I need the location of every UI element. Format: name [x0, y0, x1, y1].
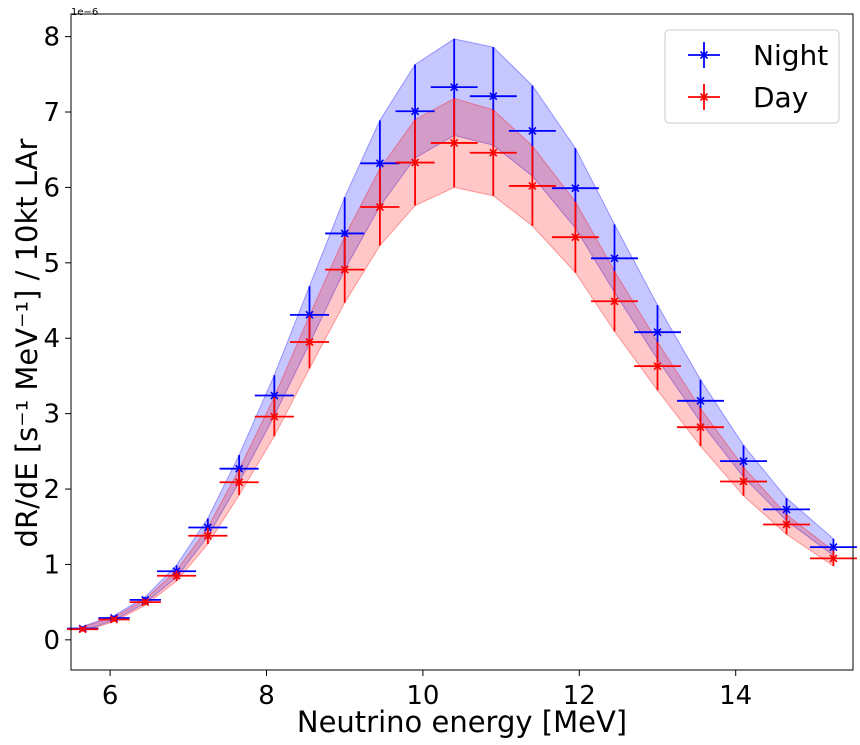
x-marker: [829, 554, 838, 563]
y-tick-label: 2: [43, 475, 60, 505]
x-marker: [653, 328, 662, 337]
x-marker: [340, 229, 349, 238]
x-marker: [109, 615, 119, 624]
y-tick-label: 1: [43, 550, 60, 580]
x-marker: [528, 126, 537, 135]
y-tick-label: 5: [43, 249, 60, 279]
legend-frame: [664, 29, 840, 124]
band-day: [82, 97, 834, 633]
legend: Night Day: [664, 29, 840, 124]
point-day-12: [469, 109, 517, 196]
y-tick-label: 6: [43, 173, 60, 203]
x-marker: [203, 531, 212, 540]
x-marker: [696, 396, 705, 405]
legend-label-day: Day: [753, 81, 808, 114]
x-marker: [571, 233, 580, 242]
point-day-18: [720, 467, 767, 496]
y-axis-label: dR/dE [s⁻¹ MeV⁻¹] / 10kt LAr: [10, 138, 44, 547]
legend-entry-night: Night: [688, 39, 828, 72]
x-marker: [489, 92, 498, 101]
x-marker: [235, 478, 244, 487]
x-marker: [78, 625, 87, 634]
point-night-5: [219, 455, 259, 483]
x-marker: [411, 158, 420, 167]
x-marker: [235, 464, 244, 473]
point-day-13: [508, 145, 556, 226]
legend-x-marker: [699, 92, 709, 102]
point-day-8: [325, 236, 365, 303]
x-marker: [528, 181, 537, 190]
y-axis-offset-text: 1e−6: [71, 7, 98, 18]
point-day-4: [188, 527, 228, 545]
x-marker: [411, 107, 420, 116]
point-day-3: [157, 570, 197, 582]
x-marker: [141, 598, 150, 607]
point-day-9: [360, 168, 400, 246]
x-marker: [739, 477, 748, 486]
point-day-1: [98, 615, 130, 624]
x-marker: [782, 505, 791, 514]
y-tick-label: 7: [43, 98, 60, 128]
x-marker: [270, 412, 279, 421]
legend-marker-night: [688, 42, 720, 68]
point-day-7: [289, 315, 330, 369]
point-day-6: [254, 397, 294, 437]
legend-marker-day: [688, 84, 720, 110]
axes-frame: [70, 13, 854, 671]
x-marker: [653, 362, 662, 371]
point-day-11: [430, 98, 478, 188]
series-day: [67, 98, 857, 634]
x-marker: [489, 148, 498, 157]
x-axis-label: Neutrino energy [MeV]: [297, 705, 627, 739]
legend-entry-day: Day: [688, 81, 808, 114]
x-marker: [610, 254, 619, 263]
x-marker: [172, 571, 181, 580]
y-tick-label: 4: [43, 324, 60, 354]
x-marker: [571, 184, 580, 193]
x-tick-label: 6: [102, 681, 119, 711]
x-marker: [829, 543, 838, 552]
point-day-0: [67, 625, 99, 634]
x-marker: [270, 391, 279, 400]
point-day-17: [677, 408, 724, 447]
x-marker: [450, 138, 459, 148]
point-day-10: [395, 119, 435, 206]
point-day-14: [551, 201, 599, 273]
x-marker: [450, 83, 459, 92]
x-marker: [696, 423, 705, 432]
point-day-15: [591, 271, 638, 332]
legend-label-night: Night: [753, 39, 828, 72]
x-tick-label: 14: [719, 681, 752, 711]
x-marker: [782, 520, 791, 529]
x-tick-label: 12: [563, 681, 596, 711]
y-axis-ticks: 0 1 2 3 4 5 6 7 8: [43, 23, 71, 656]
point-day-16: [634, 342, 681, 391]
data-markers: [67, 38, 857, 634]
x-tick-label: 10: [406, 681, 439, 711]
x-axis-ticks: 6 8 10 12 14: [102, 670, 752, 711]
uncertainty-bands: [82, 38, 834, 633]
x-marker: [375, 202, 384, 212]
point-day-19: [763, 514, 810, 535]
legend-x-marker: [699, 50, 709, 60]
y-tick-label: 3: [43, 400, 60, 430]
x-marker: [305, 310, 314, 319]
x-marker: [610, 297, 619, 306]
point-day-20: [809, 550, 857, 566]
x-tick-label: 8: [258, 681, 275, 711]
x-marker: [340, 265, 349, 274]
y-tick-label: 0: [43, 626, 60, 656]
y-tick-label: 8: [43, 23, 60, 53]
point-day-2: [129, 598, 161, 607]
x-marker: [305, 337, 314, 347]
x-marker: [375, 159, 384, 168]
x-marker: [739, 457, 748, 466]
point-day-5: [219, 469, 259, 496]
